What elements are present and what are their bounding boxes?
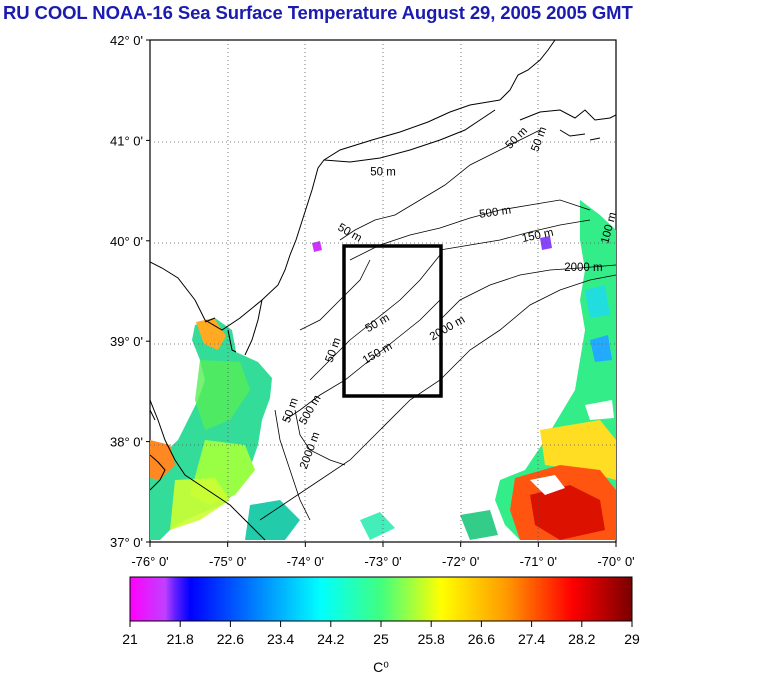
sst-south-patch — [245, 500, 300, 540]
lat-tick-label: 37° 0' — [110, 535, 143, 550]
nj-ny-coast — [150, 99, 501, 331]
islands — [559, 129, 601, 141]
contour-label: 2000 m — [564, 262, 602, 274]
colorbar-ticks: 21 21.8 22.6 23.4 24.2 25 25.8 26.6 27.4 28.2 29 — [122, 621, 640, 647]
contour-shelf-2 — [309, 254, 441, 381]
coastline-layer — [150, 40, 616, 541]
study-area-box — [342, 244, 443, 398]
contour-inner — [274, 409, 311, 521]
lon-tick-label: -76° 0' — [131, 554, 168, 569]
contour-150m — [439, 219, 591, 251]
colorbar-tick-label: 25 — [373, 631, 389, 647]
long-island — [323, 109, 496, 163]
sst-coastal-warm — [196, 318, 226, 350]
sst-chesapeake — [150, 440, 175, 480]
lon-tick-label: -73° 0' — [364, 554, 401, 569]
sst-east-blue — [590, 335, 612, 362]
lon-tick-label: -71° 0' — [520, 554, 557, 569]
contour-label: 50 m — [370, 167, 396, 179]
lat-lon-grid — [150, 40, 616, 542]
colorbar-tick-label: 27.4 — [518, 631, 545, 647]
contour-2000m — [439, 264, 616, 321]
sst-south-patch2 — [360, 512, 395, 540]
colorbar-tick-label: 21.8 — [167, 631, 194, 647]
sst-east-patch3 — [460, 510, 498, 540]
delaware-coast — [150, 399, 266, 541]
longitude-axis: -76° 0' -75° 0' -74° 0' -73° 0' -72° 0' -71° … — [131, 542, 635, 569]
map-title: RU COOL NOAA-16 Sea Surface Temperature … — [3, 2, 633, 23]
sst-coastal-lime — [170, 478, 230, 530]
lon-tick-label: -75° 0' — [209, 554, 246, 569]
delaware-bay — [204, 317, 237, 353]
colorbar-tick-label: 29 — [624, 631, 640, 647]
sst-east-yellow — [540, 420, 616, 480]
colorbar-tick-label: 21 — [122, 631, 138, 647]
sst-east-cloud2 — [585, 400, 614, 420]
contour-label: 500 m — [479, 205, 512, 221]
sst-east-hot — [530, 485, 605, 540]
contour-shelf-1 — [299, 259, 371, 331]
colorbar-unit-label: C⁰ — [373, 659, 389, 675]
sst-east-cloud1 — [530, 475, 565, 495]
lat-tick-label: 38° 0' — [110, 435, 143, 450]
colorbar-tick-label: 28.2 — [568, 631, 595, 647]
lat-tick-label: 41° 0' — [110, 133, 143, 148]
lon-tick-label: -72° 0' — [442, 554, 479, 569]
colorbar-tick-label: 25.8 — [418, 631, 445, 647]
colorbar — [129, 576, 633, 622]
contour-shelf-3 — [284, 299, 441, 421]
colorbar-tick-label: 26.6 — [468, 631, 495, 647]
cape-cod — [519, 109, 616, 121]
nj-coast-south — [244, 299, 263, 356]
lat-tick-label: 42° 0' — [110, 33, 143, 48]
lat-tick-label: 40° 0' — [110, 234, 143, 249]
contour-100m — [349, 199, 591, 261]
colorbar-tick-label: 24.2 — [317, 631, 344, 647]
new-england — [499, 40, 556, 101]
colorbar-tick-label: 23.4 — [267, 631, 294, 647]
chesapeake-coast — [150, 409, 166, 491]
latitude-axis: 42° 0' 41° 0' 40° 0' 39° 0' 38° 0' 37° 0' — [110, 33, 150, 550]
lon-tick-label: -74° 0' — [287, 554, 324, 569]
colorbar-tick-label: 22.6 — [217, 631, 244, 647]
sst-coastal-green — [195, 360, 250, 430]
sst-east-cyan — [585, 285, 610, 318]
lon-tick-label: -70° 0' — [597, 554, 634, 569]
lat-tick-label: 39° 0' — [110, 334, 143, 349]
sst-nw-dot — [312, 241, 322, 252]
contour-50m — [339, 129, 541, 241]
contour-mid — [294, 409, 346, 466]
